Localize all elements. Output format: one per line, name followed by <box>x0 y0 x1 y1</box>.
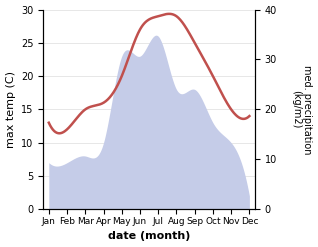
Y-axis label: med. precipitation
(kg/m2): med. precipitation (kg/m2) <box>291 65 313 154</box>
X-axis label: date (month): date (month) <box>108 231 190 242</box>
Y-axis label: max temp (C): max temp (C) <box>5 71 16 148</box>
